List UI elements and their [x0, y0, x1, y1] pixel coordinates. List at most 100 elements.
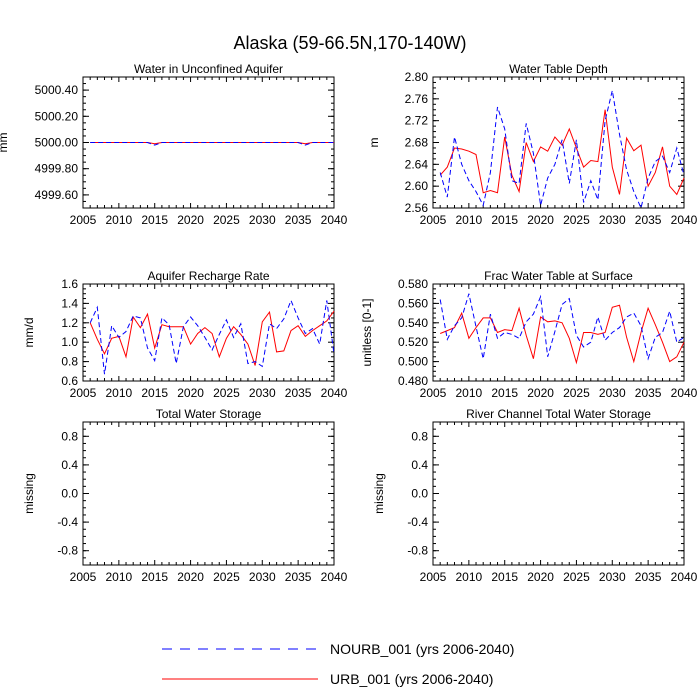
- x-tick-label: 2010: [456, 213, 483, 227]
- y-tick-label: 5000.20: [35, 109, 79, 123]
- y-tick-label: 2.60: [405, 179, 429, 193]
- x-tick-label: 2020: [527, 386, 554, 400]
- x-tick-label: 2020: [527, 570, 554, 584]
- x-tick-label: 2035: [635, 213, 662, 227]
- x-tick-label: 2020: [177, 386, 204, 400]
- series-line-nourb-001: [439, 293, 685, 361]
- x-tick-label: 2005: [420, 386, 447, 400]
- x-tick-label: 2025: [213, 386, 240, 400]
- y-tick-label: 1.2: [61, 316, 78, 330]
- x-tick-label: 2015: [141, 386, 168, 400]
- x-tick-label: 2010: [106, 213, 133, 227]
- x-tick-label: 2005: [70, 213, 97, 227]
- series-line-urb-001: [439, 109, 685, 196]
- x-tick-label: 2015: [491, 213, 518, 227]
- panel-title: River Channel Total Water Storage: [466, 407, 651, 421]
- x-tick-label: 2025: [563, 213, 590, 227]
- y-axis-label: mm: [0, 133, 10, 153]
- x-tick-label: 2040: [671, 570, 698, 584]
- panel-title: Total Water Storage: [156, 407, 262, 421]
- x-tick-label: 2025: [563, 386, 590, 400]
- x-tick-label: 2030: [599, 213, 626, 227]
- y-tick-label: 2.80: [405, 70, 429, 84]
- y-axis-label: mm/d: [22, 318, 36, 348]
- series-line-urb-001: [440, 304, 685, 365]
- x-tick-label: 2030: [249, 213, 276, 227]
- y-tick-label: 0.8: [411, 429, 428, 443]
- y-tick-label: 0.4: [61, 458, 78, 472]
- panels: Water in Unconfined Aquifer mm 2005 2010 201…: [0, 62, 698, 584]
- y-tick-label: 5000.40: [35, 83, 79, 97]
- x-tick-label: 2030: [599, 570, 626, 584]
- y-tick-label: 0.8: [61, 355, 78, 369]
- legend-nourb-label: NOURB_001 (yrs 2006-2040): [330, 641, 514, 657]
- series-line-urb-001: [89, 310, 335, 366]
- series-line-nourb-001: [439, 90, 685, 210]
- x-tick-label: 2040: [321, 213, 348, 227]
- series-line-nourb-001: [90, 142, 334, 146]
- x-tick-label: 2030: [249, 570, 276, 584]
- y-tick-label: 0.0: [411, 487, 428, 501]
- chart-panel-p4: Frac Water Table at Surface unitless [0-1…: [360, 269, 698, 400]
- y-tick-label: 5000.00: [35, 136, 79, 150]
- y-tick-label: 0.500: [398, 355, 428, 369]
- y-tick-label: 0.520: [398, 335, 428, 349]
- legend: NOURB_001 (yrs 2006-2040) URB_001 (yrs 2…: [162, 641, 514, 687]
- y-tick-label: 0.480: [398, 374, 428, 388]
- x-tick-label: 2025: [213, 213, 240, 227]
- x-tick-label: 2020: [177, 570, 204, 584]
- y-tick-label: 0.540: [398, 316, 428, 330]
- y-tick-label: 2.64: [405, 157, 429, 171]
- y-tick-label: 0.6: [61, 374, 78, 388]
- y-tick-label: 0.580: [398, 277, 428, 291]
- y-axis-label: missing: [372, 473, 386, 514]
- x-tick-label: 2005: [420, 570, 447, 584]
- x-tick-label: 2015: [491, 570, 518, 584]
- x-tick-label: 2035: [285, 213, 312, 227]
- plot-frame: [432, 283, 685, 382]
- y-tick-label: -0.4: [57, 515, 78, 529]
- x-tick-label: 2040: [671, 213, 698, 227]
- panel-title: Water Table Depth: [509, 62, 608, 76]
- series-line-nourb-001: [89, 299, 335, 375]
- x-tick-label: 2015: [141, 570, 168, 584]
- x-tick-label: 2035: [285, 386, 312, 400]
- x-tick-label: 2025: [563, 570, 590, 584]
- plot-frame: [82, 421, 335, 566]
- chart-panel-p5: Total Water Storage missing 2005 2010 2015 20…: [22, 407, 348, 584]
- y-tick-label: 0.4: [411, 458, 428, 472]
- legend-urb-label: URB_001 (yrs 2006-2040): [330, 671, 493, 687]
- chart-panel-p6: River Channel Total Water Storage missing…: [372, 407, 698, 584]
- y-tick-label: 1.6: [61, 277, 78, 291]
- y-tick-label: 0.560: [398, 296, 428, 310]
- y-axis-label: unitless [0-1]: [360, 298, 374, 366]
- y-tick-label: -0.8: [57, 544, 78, 558]
- y-tick-label: 4999.60: [35, 188, 79, 202]
- x-tick-label: 2015: [491, 386, 518, 400]
- y-tick-label: 1.0: [61, 335, 78, 349]
- x-tick-label: 2040: [671, 386, 698, 400]
- chart-panel-p3: Aquifer Recharge Rate mm/d 2005 2010 2015 202…: [22, 269, 348, 400]
- plot-frame: [82, 283, 335, 382]
- y-tick-label: 2.56: [405, 201, 429, 215]
- plot-frame: [432, 76, 685, 209]
- y-tick-label: 1.4: [61, 296, 78, 310]
- x-tick-label: 2010: [106, 386, 133, 400]
- x-tick-label: 2035: [635, 386, 662, 400]
- x-tick-label: 2035: [285, 570, 312, 584]
- chart-panel-p2: Water Table Depth m 2005 2010 2015 2020 2025 20…: [367, 62, 698, 227]
- chart-panel-p1: Water in Unconfined Aquifer mm 2005 2010 201…: [0, 62, 348, 227]
- y-tick-label: 2.76: [405, 92, 429, 106]
- x-tick-label: 2030: [599, 386, 626, 400]
- y-axis-label: m: [367, 138, 381, 148]
- panel-title: Water in Unconfined Aquifer: [134, 62, 283, 76]
- y-tick-label: 0.8: [61, 429, 78, 443]
- y-tick-label: 4999.80: [35, 162, 79, 176]
- x-tick-label: 2015: [141, 213, 168, 227]
- x-tick-label: 2025: [213, 570, 240, 584]
- y-tick-label: 0.0: [61, 487, 78, 501]
- panel-title: Aquifer Recharge Rate: [147, 269, 269, 283]
- y-tick-label: -0.4: [407, 515, 428, 529]
- y-tick-label: 2.72: [405, 114, 429, 128]
- x-tick-label: 2040: [321, 386, 348, 400]
